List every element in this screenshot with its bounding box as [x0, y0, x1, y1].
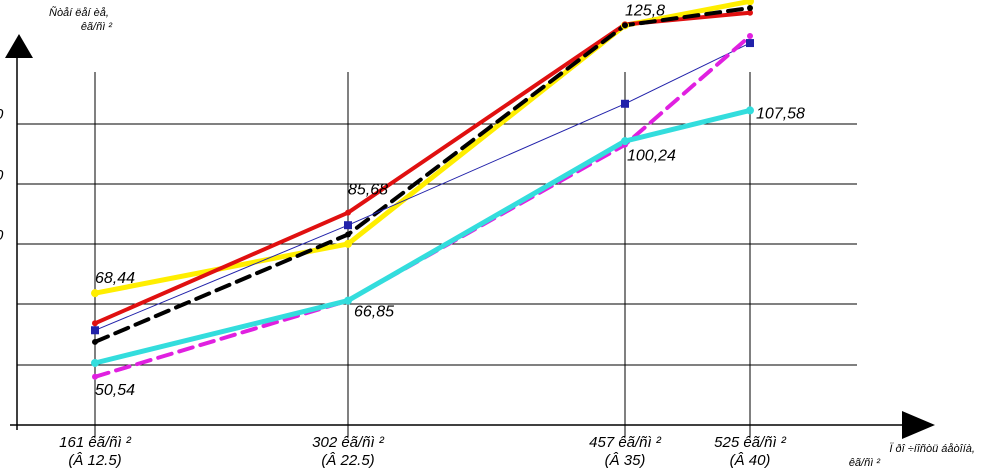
data-label: 68,44 [95, 270, 135, 287]
data-labels: 68,4450,5485,6866,85125,8100,24130,95107… [95, 2, 805, 399]
series-point [621, 137, 629, 146]
x-tick-label-line: (Â 35) [605, 452, 646, 469]
series-line [94, 42, 751, 331]
series-point [344, 239, 352, 248]
x-tick-label-line: 525 êã/ñì ² [714, 434, 787, 451]
series-line [92, 107, 753, 366]
series-point [746, 39, 754, 48]
grid-lines [17, 72, 857, 437]
series-lines [92, 0, 753, 379]
series-point [344, 296, 352, 305]
series-point [622, 22, 628, 29]
x-axis-title: Ï ðî ÷íîñòü áåòîíà, êã/ñì ² [849, 443, 978, 469]
series-point [345, 231, 351, 238]
data-label: 85,68 [348, 182, 388, 199]
x-tick-labels: 161 êã/ñì ² (Â 12.5) 302 êã/ñì ² (Â 22.5) 45… [59, 434, 787, 469]
y-axis-title: Ñòåí ëåí èå, êã/ñì ² [49, 6, 112, 33]
series-point [91, 289, 99, 298]
series-point [747, 9, 753, 16]
series-point [92, 320, 98, 327]
series-point [92, 338, 98, 345]
series-line [93, 6, 752, 344]
series-line [93, 34, 752, 379]
series-line [93, 10, 752, 326]
x-axis-title-line1: Ï ðî ÷íîñòü áåòîíà, [889, 443, 975, 455]
series-point [747, 33, 753, 40]
y-tick-label: 0 [0, 227, 4, 244]
series-point [344, 221, 352, 230]
x-tick-label-line: (Â 40) [730, 452, 771, 469]
x-tick-label-line: (Â 22.5) [321, 452, 374, 469]
data-label: 50,54 [95, 382, 135, 399]
data-label: 66,85 [354, 304, 394, 321]
x-tick-label-line: (Â 12.5) [68, 452, 121, 469]
y-tick-label: 0 [0, 167, 4, 184]
series-point [746, 106, 754, 115]
x-axis-arrow [902, 411, 935, 439]
data-label: 107,58 [756, 105, 805, 122]
series-point [91, 358, 99, 367]
series-point [747, 5, 753, 12]
x-tick-label-line: 161 êã/ñì ² [59, 434, 132, 451]
x-tick-label: 457 êã/ñì ² (Â 35) [589, 434, 662, 469]
x-tick-label-line: 457 êã/ñì ² [589, 434, 662, 451]
x-tick-label: 161 êã/ñì ² (Â 12.5) [59, 434, 132, 469]
y-tick-labels: 0 0 0 [0, 106, 4, 244]
y-tick-label: 0 [0, 106, 4, 123]
y-axis-title-line2: êã/ñì ² [81, 21, 113, 33]
y-axis-title-line1: Ñòåí ëåí èå, [49, 6, 109, 19]
x-tick-label: 302 êã/ñì ² (Â 22.5) [312, 434, 385, 469]
series-point [746, 0, 754, 6]
series-point [92, 373, 98, 380]
series-point [621, 99, 629, 108]
series-point [345, 209, 351, 216]
x-tick-label: 525 êã/ñì ² (Â 40) [714, 434, 787, 469]
data-label: 125,8 [625, 2, 665, 19]
series-markers [91, 0, 754, 380]
x-axis-title-line2: êã/ñì ² [849, 457, 881, 469]
axes [5, 34, 935, 439]
data-label: 100,24 [627, 148, 676, 165]
y-axis-arrow [5, 34, 33, 58]
x-tick-label-line: 302 êã/ñì ² [312, 434, 385, 451]
series-point [91, 326, 99, 335]
